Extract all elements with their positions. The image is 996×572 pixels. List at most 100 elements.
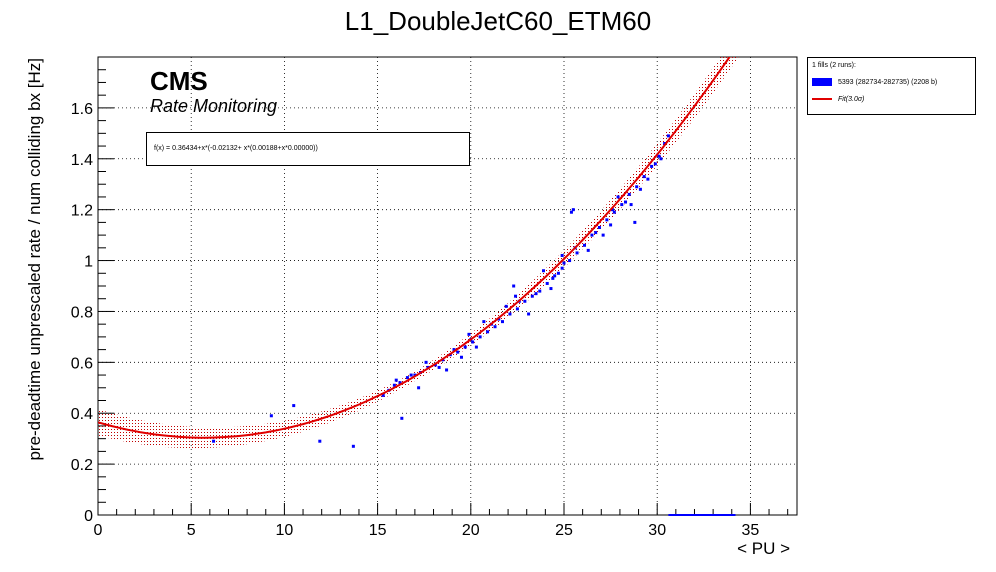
y-tick-label: 1 bbox=[84, 254, 93, 271]
y-tick-label: 0 bbox=[84, 508, 93, 525]
x-tick-label: 30 bbox=[648, 522, 666, 539]
data-point bbox=[456, 350, 460, 354]
x-tick-label: 15 bbox=[369, 522, 387, 539]
data-point bbox=[269, 414, 273, 418]
legend-label-data: 5393 (282734-282735) (2208 b) bbox=[838, 78, 938, 86]
y-axis-label: pre-deadtime unprescaled rate / num coll… bbox=[25, 58, 44, 461]
data-point bbox=[545, 281, 549, 285]
x-tick-label: 35 bbox=[742, 522, 760, 539]
data-point bbox=[663, 142, 667, 146]
data-point bbox=[527, 312, 531, 316]
fit-formula: f(x) = 0.36434+x*(-0.02132+ x*(0.00188+x… bbox=[154, 145, 318, 152]
rate-monitoring-label: Rate Monitoring bbox=[150, 96, 278, 116]
x-tick-label: 0 bbox=[94, 522, 103, 539]
data-point bbox=[504, 304, 508, 308]
data-point bbox=[562, 261, 566, 265]
data-point bbox=[514, 294, 518, 298]
y-tick-label: 0.4 bbox=[71, 406, 93, 423]
data-point bbox=[512, 284, 516, 288]
y-tick-label: 0.6 bbox=[71, 355, 93, 372]
data-point bbox=[605, 218, 609, 222]
data-point bbox=[523, 299, 527, 303]
data-point bbox=[633, 220, 637, 224]
data-point bbox=[409, 373, 413, 377]
data-point bbox=[474, 345, 478, 349]
data-point bbox=[635, 185, 639, 189]
data-point bbox=[452, 348, 456, 352]
data-point bbox=[549, 287, 553, 291]
data-point bbox=[575, 251, 579, 255]
chart-title: L1_DoubleJetC60_ETM60 bbox=[345, 6, 651, 36]
data-point bbox=[568, 259, 572, 263]
y-tick-label: 0.2 bbox=[71, 457, 93, 474]
y-tick-label: 0.8 bbox=[71, 304, 93, 321]
data-point bbox=[394, 378, 398, 382]
legend-swatch-fit bbox=[812, 98, 832, 101]
data-point bbox=[642, 175, 646, 179]
data-point bbox=[610, 208, 614, 212]
data-point bbox=[493, 325, 497, 329]
data-point bbox=[398, 381, 402, 385]
data-point bbox=[616, 195, 620, 199]
legend-header: 1 fills (2 runs): bbox=[812, 62, 856, 69]
fit-line bbox=[98, 57, 731, 439]
data-point bbox=[569, 210, 573, 214]
data-point bbox=[445, 368, 449, 372]
legend-swatch-data bbox=[812, 78, 832, 86]
data-point bbox=[292, 404, 296, 408]
data-point bbox=[583, 243, 587, 247]
x-tick-label: 20 bbox=[462, 522, 480, 539]
data-point bbox=[459, 355, 463, 359]
x-tick-label: 5 bbox=[187, 522, 196, 539]
data-point bbox=[417, 386, 421, 390]
data-point bbox=[478, 335, 482, 339]
cms-label: CMS bbox=[150, 66, 208, 96]
data-point bbox=[534, 292, 538, 296]
data-point bbox=[553, 274, 557, 278]
data-point bbox=[424, 360, 428, 364]
data-point bbox=[627, 192, 631, 196]
data-point bbox=[556, 271, 560, 275]
data-point bbox=[486, 330, 490, 334]
data-point bbox=[586, 248, 590, 252]
data-point bbox=[467, 332, 471, 336]
data-point bbox=[620, 203, 624, 207]
data-point bbox=[571, 208, 575, 212]
data-point bbox=[590, 233, 594, 237]
legend-entry-fit: Fit(3.0σ) bbox=[812, 96, 864, 103]
data-point bbox=[594, 231, 598, 235]
data-point bbox=[515, 307, 519, 311]
x-tick-label: 25 bbox=[555, 522, 573, 539]
data-point bbox=[629, 203, 633, 207]
data-point bbox=[601, 233, 605, 237]
data-point bbox=[482, 320, 486, 324]
data-point bbox=[318, 439, 322, 443]
data-point bbox=[413, 373, 417, 377]
data-point bbox=[659, 157, 663, 161]
data-point bbox=[653, 162, 657, 166]
data-point bbox=[392, 383, 396, 387]
data-point bbox=[541, 269, 545, 273]
x-axis-label: < PU > bbox=[737, 539, 790, 558]
data-point bbox=[400, 416, 404, 420]
data-point bbox=[463, 345, 467, 349]
x-tick-label: 10 bbox=[276, 522, 294, 539]
data-point bbox=[597, 225, 601, 229]
data-point bbox=[612, 210, 616, 214]
y-tick-label: 1.4 bbox=[71, 152, 93, 169]
data-point bbox=[624, 200, 628, 204]
data-point bbox=[437, 365, 441, 369]
data-point bbox=[538, 289, 542, 293]
y-tick-label: 1.6 bbox=[71, 101, 93, 118]
legend-entry-data: 5393 (282734-282735) (2208 b) bbox=[812, 78, 937, 86]
data-point bbox=[650, 164, 654, 168]
fit-formula-box: f(x) = 0.36434+x*(-0.02132+ x*(0.00188+x… bbox=[146, 132, 470, 166]
fit-band bbox=[98, 57, 739, 449]
data-point bbox=[551, 276, 555, 280]
legend: 1 fills (2 runs): 5393 (282734-282735) (… bbox=[807, 57, 976, 115]
legend-label-fit: Fit(3.0σ) bbox=[838, 96, 865, 103]
data-point bbox=[381, 393, 385, 397]
data-point bbox=[212, 439, 216, 443]
data-point bbox=[638, 187, 642, 191]
data-point bbox=[405, 376, 409, 380]
